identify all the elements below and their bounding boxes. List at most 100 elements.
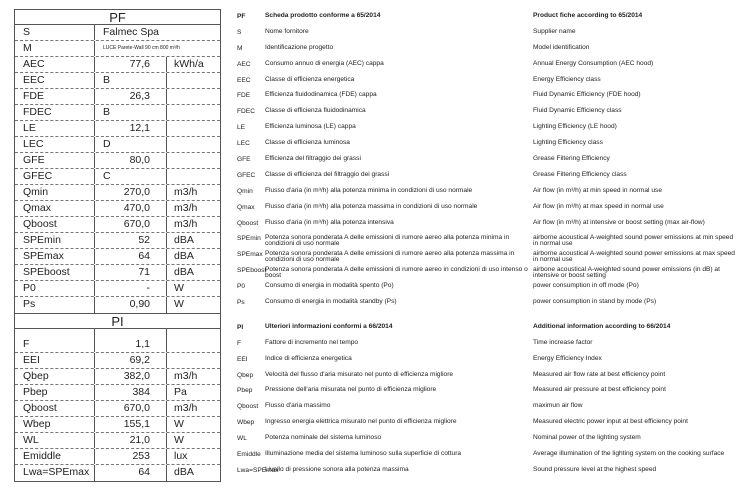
row-value: B <box>95 73 167 88</box>
row-value: 52 <box>95 233 167 248</box>
legend-italian: Potenza sonora ponderata A delle emissio… <box>265 266 528 280</box>
row-unit <box>167 329 220 352</box>
legend-italian: Potenza sonora ponderata A delle emissio… <box>265 250 515 264</box>
row-label: Qbep <box>15 369 95 384</box>
legend-italian: Livello di pressione sonora alla potenza… <box>265 465 409 473</box>
legend-italian: Ulteriori informazioni conformi a 66/201… <box>265 322 393 330</box>
legend-italian: Consumo di energia in modalità spento (P… <box>265 282 394 290</box>
row-value: 382,0 <box>95 369 167 384</box>
row-value: 12,1 <box>95 121 167 136</box>
legend-item: M Identificazione progetto Model identific… <box>237 40 737 56</box>
legend-code: FDEC <box>237 108 255 116</box>
row-value: 253 <box>95 449 167 464</box>
legend-italian: Efficienza del filtraggio dei grassi <box>265 155 361 163</box>
legend-english: Measured air pressure at best efficiency… <box>533 386 666 394</box>
row-value: 670,0 <box>95 217 167 232</box>
legend-code: Wbep <box>237 419 255 427</box>
legend-code: AEC <box>237 60 251 68</box>
legend-item: AEC Consumo annuo di energia (AEC) cappa A… <box>237 56 737 72</box>
legend-italian: Classe di efficienza luminosa <box>265 139 350 147</box>
row-unit <box>167 105 220 120</box>
table-row: Ps 0,90 W <box>15 297 220 313</box>
legend-code: PI <box>237 323 244 331</box>
legend-english: Measured electric power input at best ef… <box>533 418 688 426</box>
row-label: FDE <box>15 89 95 104</box>
pi-header: PI <box>15 313 220 329</box>
legend-list: PF Scheda prodotto conforme a 65/2014 Prod… <box>237 8 737 478</box>
legend-english: Air flow (in m³/h) at max speed in norma… <box>533 202 664 210</box>
table-row: LEC D <box>15 137 220 153</box>
legend-item: SPEmin Potenza sonora ponderata A delle e… <box>237 230 737 248</box>
legend-english: Measured air flow rate at best efficienc… <box>533 370 666 378</box>
row-value: 77,6 <box>95 57 167 72</box>
legend-english: Lighting Efficiency class <box>533 139 603 147</box>
table-row: AEC 77,6 kWh/a <box>15 57 220 73</box>
legend-code: Qbep <box>237 371 254 379</box>
row-unit: kWh/a <box>174 58 204 70</box>
row-value: 270,0 <box>95 185 167 200</box>
legend-english: airborne acoustical A-weighted sound pow… <box>533 234 734 248</box>
row-label: WL <box>15 433 95 448</box>
row-value: LUCE Parete-Wall 90 cm 800 m³/h <box>103 45 180 51</box>
row-label: FDEC <box>15 105 95 120</box>
table-row: M LUCE Parete-Wall 90 cm 800 m³/h <box>15 41 220 57</box>
table-row: Lwa=SPEmax 64 dBA <box>15 465 220 481</box>
legend-italian: Indice di efficienza energetica <box>265 354 352 362</box>
legend-code: LEC <box>237 140 250 148</box>
legend-item: SPEboost Potenza sonora ponderata A delle… <box>237 262 737 280</box>
row-label: AEC <box>15 57 95 72</box>
pf-header: PF <box>15 10 220 25</box>
legend-english: Model identification <box>533 43 590 51</box>
legend-english: maximun air flow <box>533 402 583 410</box>
row-unit: m3/h <box>174 202 198 214</box>
row-unit <box>167 353 220 368</box>
legend-code: LE <box>237 124 246 132</box>
legend-english: Average illumination of the lighting sys… <box>533 450 725 458</box>
legend-italian: Classe di efficienza energetica <box>265 75 355 83</box>
row-label: Qboost <box>15 217 95 232</box>
legend-code: EEC <box>237 76 251 84</box>
row-value: C <box>95 169 167 184</box>
legend-item: Qbep Velocità del flusso d'aria misurato … <box>237 367 737 383</box>
row-label: GFEC <box>15 169 95 184</box>
legend-code: M <box>237 44 243 52</box>
table-row: Pbep 384 Pa <box>15 385 220 401</box>
legend-english: Fluid Dynamic Efficiency class <box>533 107 622 115</box>
legend-english: Energy Efficiency class <box>533 75 601 83</box>
table-row: F 1,1 <box>15 329 220 353</box>
legend-item: LE Efficienza luminosa (LE) cappa Lighting… <box>237 119 737 135</box>
table-row: Qmin 270,0 m3/h <box>15 185 220 201</box>
row-label: F <box>15 329 95 352</box>
row-label: Pbep <box>15 385 95 400</box>
table-row: SPEmax 64 dBA <box>15 249 220 265</box>
row-value: 21,0 <box>95 433 167 448</box>
legend-item: LEC Classe di efficienza luminosa Lighting… <box>237 135 737 151</box>
row-label: EEI <box>15 353 95 368</box>
table-row: Wbep 155,1 W <box>15 417 220 433</box>
legend-code: Qboost <box>237 219 259 227</box>
legend-item: S Nome fornitore Supplier name <box>237 24 737 40</box>
legend-italian: Consumo di energia in modalità standby (… <box>265 298 397 306</box>
legend-italian: Identificazione progetto <box>265 43 334 51</box>
row-value: D <box>95 137 167 152</box>
legend-english: Nominal power of the lighting system <box>533 434 641 442</box>
row-unit: W <box>174 282 184 294</box>
legend-item: Ps Consumo di energia in modalità standby… <box>237 294 737 310</box>
legend-english: Time increase factor <box>533 338 593 346</box>
legend-code: Qboost <box>237 403 259 411</box>
legend-italian: Ingresso energia elettrica misurato nel … <box>265 418 457 426</box>
row-unit <box>167 137 220 152</box>
table-row: WL 21,0 W <box>15 433 220 449</box>
legend-item: GFEC Classe di efficienza del filtraggio … <box>237 167 737 183</box>
legend-code: Emiddle <box>237 451 261 459</box>
row-unit <box>167 73 220 88</box>
legend-item: EEI Indice di efficienza energetica Energy… <box>237 351 737 367</box>
row-unit <box>167 169 220 184</box>
legend-code: EEI <box>237 355 248 363</box>
legend-italian: Efficienza fluidodinamica (FDE) cappa <box>265 91 377 99</box>
legend-item: GFE Efficienza del filtraggio dei grassi G… <box>237 151 737 167</box>
legend-item: Lwa=SPEmax Livello di pressione sonora al… <box>237 462 737 478</box>
row-value: 155,1 <box>95 417 167 432</box>
table-row: Qmax 470,0 m3/h <box>15 201 220 217</box>
legend-english: Air flow (in m³/h) at min speed in norma… <box>533 186 662 194</box>
